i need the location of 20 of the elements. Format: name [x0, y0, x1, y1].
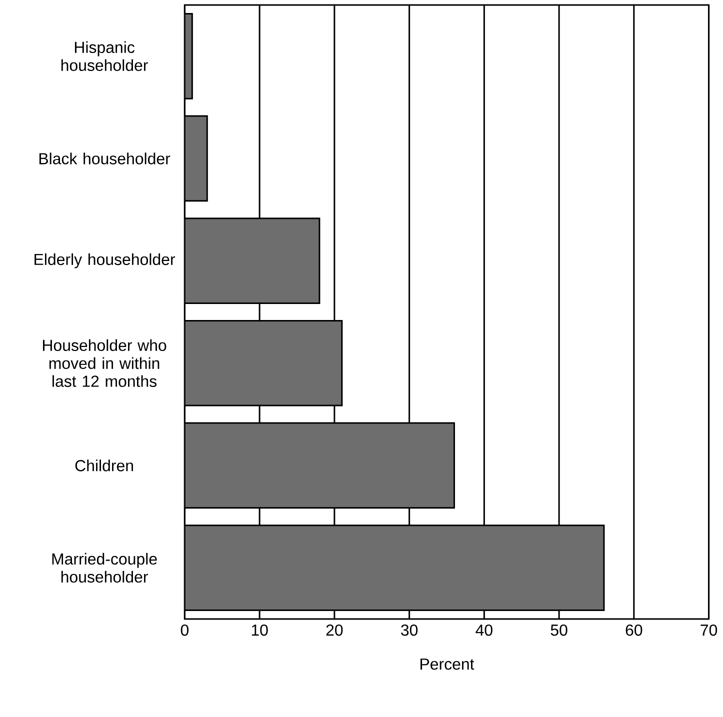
- bar: [184, 422, 455, 509]
- x-tick-label: 10: [252, 624, 268, 636]
- y-tick-label: Hispanic householder: [61, 41, 148, 72]
- y-tick-label: Children: [75, 460, 133, 472]
- x-tick-label: 30: [401, 624, 418, 636]
- x-tick-label: 40: [476, 624, 492, 636]
- y-tick-label: Married-couple householder: [52, 553, 157, 583]
- x-tick-label: 70: [700, 624, 718, 636]
- y-tick-label: Elderly householder: [34, 253, 176, 268]
- x-tick-label: 50: [550, 624, 568, 636]
- bar: [184, 320, 343, 406]
- x-tick-label: 20: [326, 624, 343, 636]
- y-tick-label: Black householder: [39, 152, 170, 164]
- y-tick-label: Householder who moved in within last 12 months: [43, 339, 166, 388]
- x-tick-label: 0: [180, 624, 189, 636]
- x-tick-label: 60: [626, 624, 642, 636]
- bar: [184, 115, 208, 202]
- bar: [184, 218, 320, 304]
- bar: [184, 524, 605, 612]
- x-axis-title: Percent: [420, 658, 474, 670]
